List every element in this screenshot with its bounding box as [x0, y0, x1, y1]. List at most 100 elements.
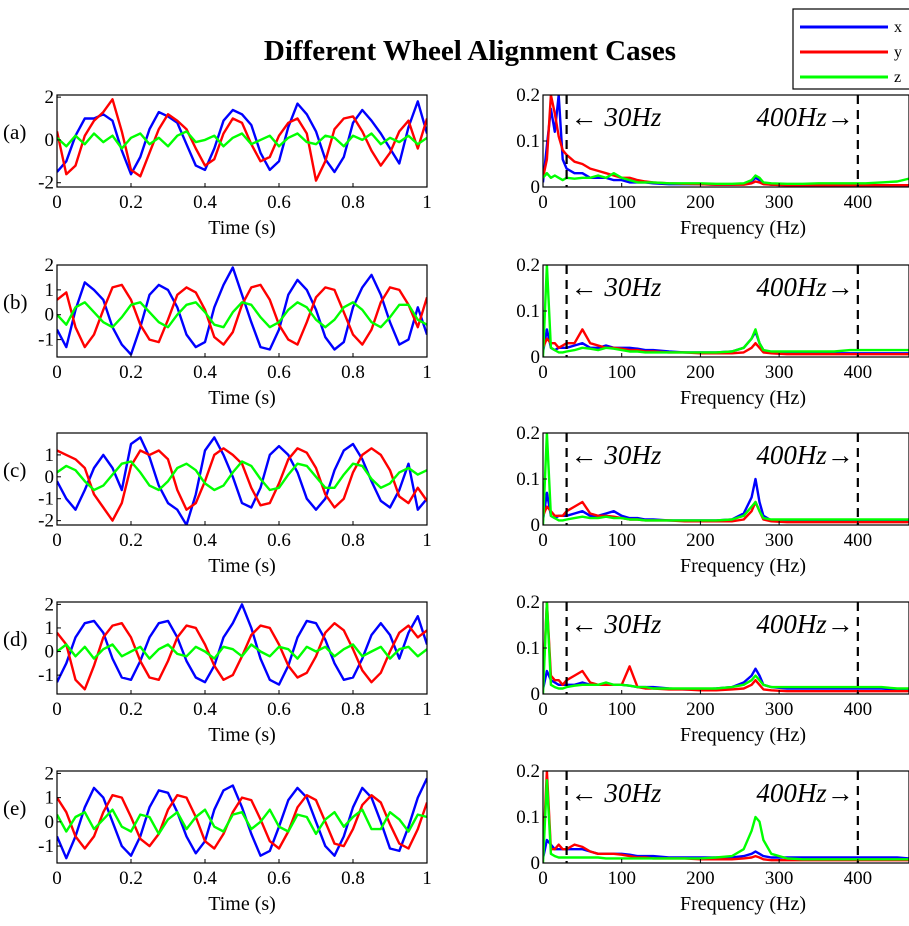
panel-label: (c): [3, 458, 26, 482]
y-tick-label: 0: [45, 130, 55, 151]
x-axis-label: Frequency (Hz): [680, 724, 806, 746]
x-tick-label: 200: [686, 530, 715, 551]
x-axis-label: Time (s): [208, 724, 276, 746]
series-group: [57, 266, 427, 356]
series-line-z: [57, 460, 427, 492]
series-line-z: [57, 808, 427, 836]
series-group: [57, 603, 427, 691]
annotation-400hz: 400Hz→: [756, 440, 854, 470]
series-line-z: [543, 172, 909, 185]
x-tick-label: 0.8: [341, 868, 365, 889]
series-group: [543, 95, 909, 187]
x-axis-label: Time (s): [208, 893, 276, 915]
legend-label-x: x: [894, 19, 902, 36]
x-tick-label: 200: [686, 192, 715, 213]
x-tick-label: 100: [607, 530, 636, 551]
x-tick-label: 0.8: [341, 699, 365, 720]
x-tick-label: 0: [538, 868, 548, 889]
subplot-2: ← 30Hz 400Hz→ 0 100 200 300 400 0 0.1 0.2 Frequenc…: [516, 85, 909, 239]
y-tick-label: 0: [531, 515, 541, 536]
annotation-400hz: 400Hz→: [756, 102, 854, 132]
panel-label: (d): [3, 627, 28, 651]
series-group: [57, 436, 427, 525]
y-tick-label: 1: [45, 445, 55, 466]
subplot-9: 0 0.2 0.4 0.6 0.8 1 -1 0 1 2 Time (s) (e): [3, 763, 432, 915]
x-tick-label: 0: [52, 362, 62, 383]
x-tick-label: 0.6: [267, 868, 291, 889]
y-tick-label: 0: [531, 853, 541, 874]
legend-label-z: z: [894, 69, 901, 86]
series-line-x: [57, 266, 427, 356]
y-tick-label: 0.1: [516, 469, 540, 490]
x-tick-label: 0.4: [193, 699, 217, 720]
series-line-z: [57, 301, 427, 329]
x-tick-label: 400: [844, 868, 873, 889]
series-group: [543, 433, 909, 525]
x-tick-label: 0.2: [119, 530, 143, 551]
x-axis-label: Frequency (Hz): [680, 217, 806, 239]
y-tick-label: -2: [38, 173, 54, 194]
y-tick-label: 0: [531, 177, 541, 198]
y-tick-label: -1: [38, 330, 54, 351]
series-group: [57, 777, 427, 860]
x-tick-label: 100: [607, 192, 636, 213]
y-tick-label: 0.2: [516, 761, 540, 782]
y-tick-label: 0.2: [516, 423, 540, 444]
annotation-30hz: ← 30Hz: [571, 102, 662, 132]
x-tick-label: 300: [765, 362, 794, 383]
y-tick-label: 0: [531, 684, 541, 705]
annotation-30hz: ← 30Hz: [571, 778, 662, 808]
y-tick-label: 0.2: [516, 255, 540, 276]
panel-label: (e): [3, 796, 26, 820]
y-tick-label: 2: [45, 594, 55, 615]
annotation-30hz: ← 30Hz: [571, 609, 662, 639]
x-tick-label: 0: [52, 868, 62, 889]
panel-label: (b): [3, 290, 28, 314]
x-tick-label: 100: [607, 362, 636, 383]
x-tick-label: 0.6: [267, 362, 291, 383]
axes-frame: [56, 94, 428, 188]
x-tick-label: 0.2: [119, 362, 143, 383]
y-tick-label: -1: [38, 665, 54, 686]
series-line-z: [543, 433, 909, 525]
x-tick-label: 0.4: [193, 192, 217, 213]
series-line-x: [57, 777, 427, 860]
x-tick-label: 1: [422, 192, 432, 213]
series-line-z: [543, 779, 909, 863]
x-tick-label: 400: [844, 362, 873, 383]
series-group: [57, 98, 427, 182]
x-axis-label: Time (s): [208, 217, 276, 239]
x-tick-label: 0.6: [267, 192, 291, 213]
x-tick-label: 0.8: [341, 192, 365, 213]
series-line-z: [57, 130, 427, 150]
x-tick-label: 0.8: [341, 362, 365, 383]
y-tick-label: 0.1: [516, 638, 540, 659]
y-tick-label: 0: [531, 347, 541, 368]
y-tick-label: 2: [45, 255, 55, 276]
x-tick-label: 0: [538, 699, 548, 720]
series-line-y: [57, 447, 427, 522]
annotation-30hz: ← 30Hz: [571, 272, 662, 302]
axes-frame: [56, 601, 428, 695]
subplot-3: 0 0.2 0.4 0.6 0.8 1 -1 0 1 2 Time (s) (b): [3, 255, 432, 409]
series-group: [543, 602, 909, 694]
x-tick-label: 300: [765, 699, 794, 720]
annotation-30hz: ← 30Hz: [571, 440, 662, 470]
y-tick-label: 0: [45, 305, 55, 326]
x-tick-label: 0.2: [119, 699, 143, 720]
x-tick-label: 200: [686, 362, 715, 383]
series-line-z: [543, 265, 909, 357]
y-tick-label: 1: [45, 618, 55, 639]
x-tick-label: 1: [422, 530, 432, 551]
annotation-400hz: 400Hz→: [756, 272, 854, 302]
x-tick-label: 0.4: [193, 530, 217, 551]
series-group: [543, 771, 909, 863]
x-tick-label: 0: [52, 530, 62, 551]
x-tick-label: 1: [422, 868, 432, 889]
series-line-x: [57, 603, 427, 686]
x-tick-label: 400: [844, 699, 873, 720]
